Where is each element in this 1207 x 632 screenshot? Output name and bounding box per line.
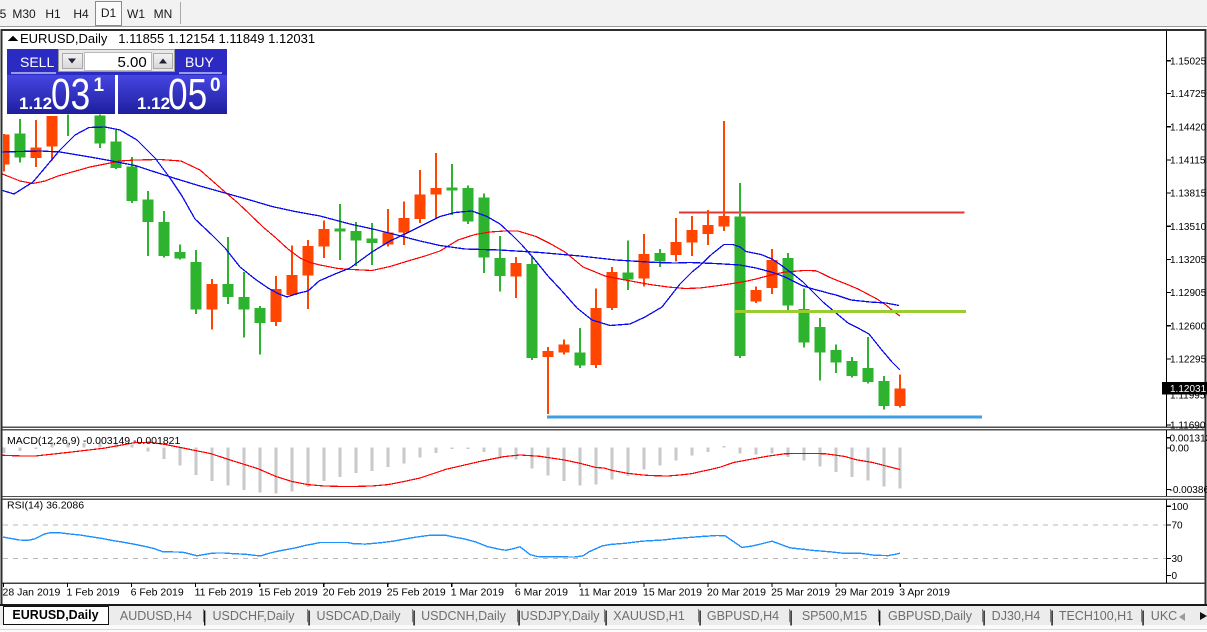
svg-text:11 Mar 2019: 11 Mar 2019 bbox=[579, 587, 637, 599]
svg-text:1.14420: 1.14420 bbox=[1170, 122, 1207, 133]
svg-text:1 Feb 2019: 1 Feb 2019 bbox=[67, 587, 120, 599]
svg-text:1.13205: 1.13205 bbox=[1170, 255, 1207, 266]
svg-text:1.14115: 1.14115 bbox=[1170, 156, 1206, 167]
svg-text:6 Mar 2019: 6 Mar 2019 bbox=[515, 587, 568, 599]
svg-text:0: 0 bbox=[1172, 571, 1178, 582]
svg-text:1.12600: 1.12600 bbox=[1170, 321, 1207, 332]
svg-text:1.12031: 1.12031 bbox=[1170, 384, 1207, 395]
svg-text:6 Feb 2019: 6 Feb 2019 bbox=[131, 587, 184, 599]
svg-text:25 Feb 2019: 25 Feb 2019 bbox=[387, 587, 446, 599]
svg-text:-0.003862: -0.003862 bbox=[1170, 485, 1207, 496]
svg-text:1.15025: 1.15025 bbox=[1170, 56, 1207, 67]
svg-text:20 Mar 2019: 20 Mar 2019 bbox=[707, 587, 766, 599]
svg-text:1.12905: 1.12905 bbox=[1170, 288, 1207, 299]
svg-text:EURUSD,Daily 1.11855 1.12154: EURUSD,Daily 1.11855 1.12154 1.11849 1.1… bbox=[20, 31, 315, 46]
svg-text:1.12295: 1.12295 bbox=[1170, 355, 1207, 366]
svg-text:0.00: 0.00 bbox=[1170, 444, 1190, 455]
svg-text:RSI(14) 36.2086: RSI(14) 36.2086 bbox=[7, 500, 84, 512]
svg-text:70: 70 bbox=[1172, 521, 1184, 532]
svg-text:25 Mar 2019: 25 Mar 2019 bbox=[771, 587, 830, 599]
svg-text:100: 100 bbox=[1172, 502, 1189, 513]
svg-text:29 Mar 2019: 29 Mar 2019 bbox=[835, 587, 894, 599]
svg-text:1.13815: 1.13815 bbox=[1170, 189, 1207, 200]
svg-text:30: 30 bbox=[1172, 554, 1184, 565]
svg-text:0.001313: 0.001313 bbox=[1170, 433, 1207, 444]
svg-text:15 Feb 2019: 15 Feb 2019 bbox=[259, 587, 318, 599]
svg-text:11 Feb 2019: 11 Feb 2019 bbox=[195, 587, 253, 599]
svg-text:20 Feb 2019: 20 Feb 2019 bbox=[323, 587, 382, 599]
svg-text:28 Jan 2019: 28 Jan 2019 bbox=[3, 587, 61, 599]
svg-text:3 Apr 2019: 3 Apr 2019 bbox=[899, 587, 950, 599]
svg-text:1.11690: 1.11690 bbox=[1170, 421, 1206, 432]
svg-text:MACD(12,26,9) -0.003149 -0.001: MACD(12,26,9) -0.003149 -0.001821 bbox=[7, 435, 181, 447]
svg-text:15 Mar 2019: 15 Mar 2019 bbox=[643, 587, 702, 599]
svg-text:1 Mar 2019: 1 Mar 2019 bbox=[451, 587, 504, 599]
svg-text:1.11995: 1.11995 bbox=[1170, 391, 1206, 402]
svg-text:1.14725: 1.14725 bbox=[1170, 89, 1207, 100]
svg-text:1.13510: 1.13510 bbox=[1170, 222, 1207, 233]
